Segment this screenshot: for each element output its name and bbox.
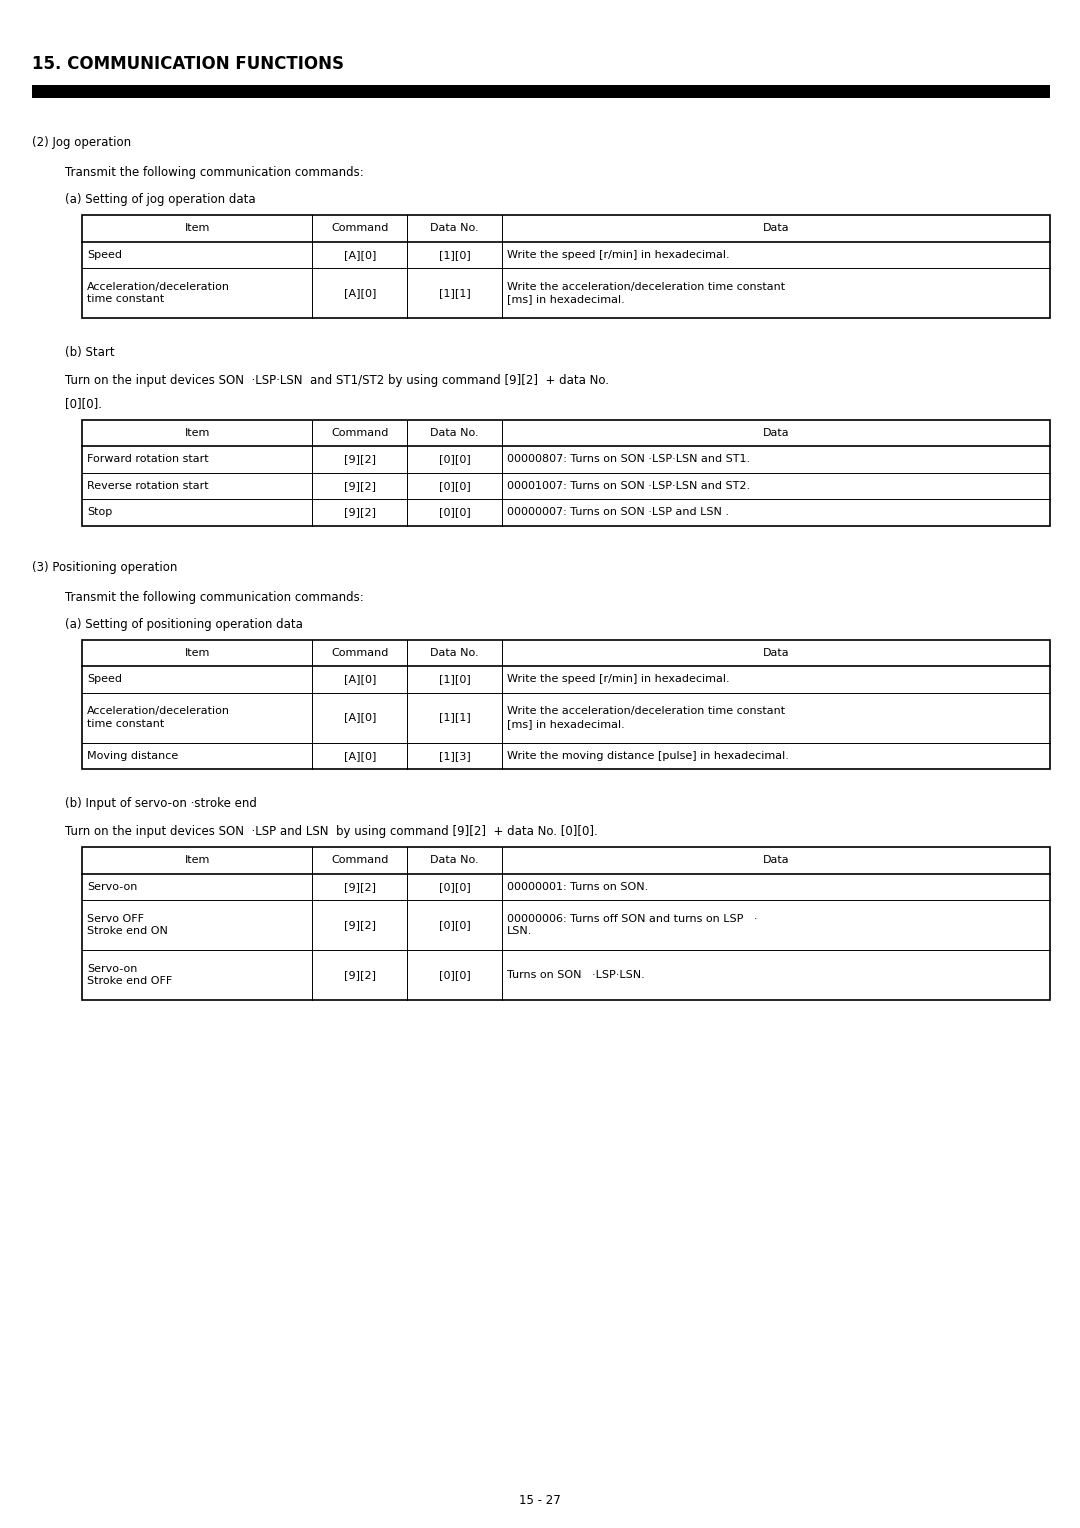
Bar — [82, 640, 1050, 769]
Text: Data No.: Data No. — [430, 648, 480, 657]
Text: Data: Data — [762, 223, 789, 234]
Text: 15 - 27: 15 - 27 — [519, 1493, 561, 1507]
Text: (b) Input of servo-on ·stroke end: (b) Input of servo-on ·stroke end — [65, 798, 257, 810]
Text: Command: Command — [332, 223, 389, 234]
Text: [0][0]: [0][0] — [438, 920, 471, 931]
Bar — [82, 215, 1050, 318]
Text: [9][2]: [9][2] — [343, 970, 376, 979]
Text: [1][0]: [1][0] — [438, 249, 471, 260]
Text: [1][3]: [1][3] — [438, 750, 471, 761]
Text: Reverse rotation start: Reverse rotation start — [87, 481, 208, 490]
Text: [0][0]: [0][0] — [438, 454, 471, 465]
Text: 15. COMMUNICATION FUNCTIONS: 15. COMMUNICATION FUNCTIONS — [32, 55, 345, 73]
Text: Command: Command — [332, 428, 389, 437]
Text: Write the acceleration/deceleration time constant
[ms] in hexadecimal.: Write the acceleration/deceleration time… — [508, 706, 785, 729]
Text: [0][0]: [0][0] — [438, 481, 471, 490]
Text: [A][0]: [A][0] — [343, 249, 376, 260]
Text: 00000807: Turns on SON ·LSP·LSN and ST1.: 00000807: Turns on SON ·LSP·LSN and ST1. — [508, 454, 751, 465]
Text: [9][2]: [9][2] — [343, 920, 376, 931]
Text: 00000007: Turns on SON ·LSP and LSN .: 00000007: Turns on SON ·LSP and LSN . — [508, 507, 729, 518]
Text: Data: Data — [762, 856, 789, 865]
Text: [9][2]: [9][2] — [343, 481, 376, 490]
Text: Transmit the following communication commands:: Transmit the following communication com… — [65, 590, 364, 604]
Bar — [82, 847, 1050, 999]
Text: (a) Setting of positioning operation data: (a) Setting of positioning operation dat… — [65, 617, 302, 631]
Text: [A][0]: [A][0] — [343, 712, 376, 723]
Text: 00000001: Turns on SON.: 00000001: Turns on SON. — [508, 882, 648, 892]
Text: Moving distance: Moving distance — [87, 750, 178, 761]
Text: [A][0]: [A][0] — [343, 750, 376, 761]
Text: Turns on SON   ·LSP·LSN.: Turns on SON ·LSP·LSN. — [508, 970, 645, 979]
Text: Data No.: Data No. — [430, 428, 480, 437]
Text: Data No.: Data No. — [430, 856, 480, 865]
Text: Data: Data — [762, 648, 789, 657]
Text: Forward rotation start: Forward rotation start — [87, 454, 208, 465]
Text: Servo OFF
Stroke end ON: Servo OFF Stroke end ON — [87, 914, 167, 937]
Text: Item: Item — [185, 223, 210, 234]
Text: 00001007: Turns on SON ·LSP·LSN and ST2.: 00001007: Turns on SON ·LSP·LSN and ST2. — [508, 481, 751, 490]
Text: Write the speed [r/min] in hexadecimal.: Write the speed [r/min] in hexadecimal. — [508, 674, 730, 685]
Text: (2) Jog operation: (2) Jog operation — [32, 136, 131, 150]
Text: Servo-on
Stroke end OFF: Servo-on Stroke end OFF — [87, 964, 172, 987]
Text: Item: Item — [185, 648, 210, 657]
Bar — [82, 420, 1050, 526]
Text: Command: Command — [332, 856, 389, 865]
Text: Command: Command — [332, 648, 389, 657]
Text: Acceleration/deceleration
time constant: Acceleration/deceleration time constant — [87, 706, 230, 729]
Text: [A][0]: [A][0] — [343, 287, 376, 298]
Text: Write the acceleration/deceleration time constant
[ms] in hexadecimal.: Write the acceleration/deceleration time… — [508, 281, 785, 304]
Bar — [32, 86, 1050, 98]
Text: Item: Item — [185, 856, 210, 865]
Text: Servo-on: Servo-on — [87, 882, 137, 892]
Text: Write the speed [r/min] in hexadecimal.: Write the speed [r/min] in hexadecimal. — [508, 249, 730, 260]
Text: Turn on the input devices SON  ·LSP and LSN  by using command [9][2]  + data No.: Turn on the input devices SON ·LSP and L… — [65, 825, 597, 837]
Text: Turn on the input devices SON  ·LSP·LSN  and ST1/ST2 by using command [9][2]  + : Turn on the input devices SON ·LSP·LSN a… — [65, 374, 609, 387]
Text: Stop: Stop — [87, 507, 112, 518]
Text: 00000006: Turns off SON and turns on LSP   ·
LSN.: 00000006: Turns off SON and turns on LSP… — [508, 914, 757, 937]
Text: [0][0].: [0][0]. — [65, 397, 102, 411]
Text: (a) Setting of jog operation data: (a) Setting of jog operation data — [65, 193, 256, 206]
Text: Data No.: Data No. — [430, 223, 480, 234]
Text: (b) Start: (b) Start — [65, 345, 114, 359]
Text: [1][0]: [1][0] — [438, 674, 471, 685]
Text: (3) Positioning operation: (3) Positioning operation — [32, 561, 177, 573]
Text: [9][2]: [9][2] — [343, 454, 376, 465]
Text: Acceleration/deceleration
time constant: Acceleration/deceleration time constant — [87, 281, 230, 304]
Text: Speed: Speed — [87, 249, 122, 260]
Text: [9][2]: [9][2] — [343, 507, 376, 518]
Text: Item: Item — [185, 428, 210, 437]
Text: [9][2]: [9][2] — [343, 882, 376, 892]
Text: [1][1]: [1][1] — [438, 712, 471, 723]
Text: Data: Data — [762, 428, 789, 437]
Text: [0][0]: [0][0] — [438, 970, 471, 979]
Text: Speed: Speed — [87, 674, 122, 685]
Text: Write the moving distance [pulse] in hexadecimal.: Write the moving distance [pulse] in hex… — [508, 750, 789, 761]
Text: [1][1]: [1][1] — [438, 287, 471, 298]
Text: [0][0]: [0][0] — [438, 507, 471, 518]
Text: Transmit the following communication commands:: Transmit the following communication com… — [65, 167, 364, 179]
Text: [0][0]: [0][0] — [438, 882, 471, 892]
Text: [A][0]: [A][0] — [343, 674, 376, 685]
